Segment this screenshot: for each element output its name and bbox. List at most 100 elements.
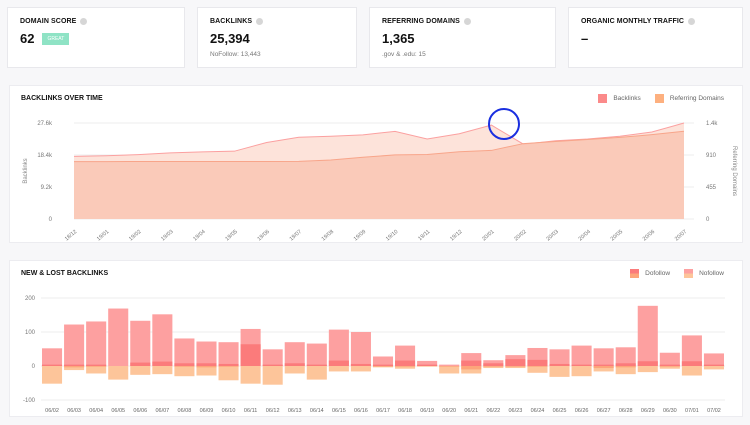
nofollow-new-bar (42, 348, 63, 366)
x-tick-label: 06/03 (67, 408, 81, 414)
panel-title: BACKLINKS OVER TIME (21, 95, 103, 102)
x-tick-label: 06/14 (310, 408, 324, 414)
dofollow-new-bar (152, 361, 173, 366)
nofollow-lost-bar (306, 366, 327, 380)
legend-backlinks[interactable]: Backlinks (598, 94, 641, 103)
legend-dofollow[interactable]: Dofollow (630, 269, 670, 278)
y-tick-label: -100 (23, 398, 36, 404)
dofollow-new-bar (461, 360, 482, 366)
x-tick-label: 18/12 (64, 229, 78, 242)
nofollow-new-bar (681, 335, 702, 366)
x-tick-label: 06/28 (619, 408, 633, 414)
dofollow-lost-bar (483, 366, 504, 367)
nofollow-lost-bar (262, 366, 283, 385)
x-tick-label: 19/07 (289, 229, 303, 242)
nofollow-new-bar (284, 342, 305, 366)
dofollow-new-bar (328, 360, 349, 366)
nofollow-new-bar (152, 314, 173, 366)
dofollow-lost-bar (86, 366, 107, 367)
y-tick-label: 200 (25, 296, 36, 302)
dofollow-new-bar (64, 364, 85, 366)
x-tick-label: 19/11 (417, 229, 431, 242)
dofollow-lost-bar (196, 366, 217, 368)
nofollow-lost-bar (152, 366, 173, 375)
y-tick-label: 27.6k (37, 121, 53, 127)
nofollow-lost-bar (174, 366, 195, 377)
nofollow-lost-bar (64, 366, 85, 371)
info-icon[interactable] (688, 18, 696, 25)
dofollow-new-bar (659, 364, 680, 366)
dofollow-new-bar (86, 364, 107, 366)
info-icon[interactable] (256, 18, 264, 25)
nofollow-new-bar (262, 349, 283, 366)
referring-domains-value: 1,365 (382, 31, 415, 46)
nofollow-new-bar (130, 320, 151, 366)
nofollow-lost-bar (461, 366, 482, 374)
nofollow-lost-bar (130, 366, 151, 375)
dofollow-new-bar (527, 359, 548, 366)
area-chart: 0 0 9.2k 455 18.4k 910 27.6k 1.4k Backlinks Refer… (23, 108, 737, 242)
x-tick-label: 06/12 (266, 408, 280, 414)
x-tick-label: 20/05 (610, 229, 624, 242)
x-tick-label: 19/02 (128, 229, 142, 242)
x-tick-label: 06/18 (398, 408, 412, 414)
nofollow-new-bar (86, 321, 107, 366)
dofollow-new-bar (240, 344, 261, 366)
bar-chart: -100 0 100 200 06/02 06/03 06/04 06/05 06/06 06/0… (23, 296, 725, 414)
dofollow-lost-bar (395, 366, 416, 367)
legend-nofollow[interactable]: Nofollow (684, 269, 724, 278)
nofollow-lost-bar (593, 366, 614, 372)
dofollow-new-bar (350, 363, 371, 366)
dofollow-lost-bar (527, 366, 548, 367)
backlinks-over-time-panel: BACKLINKS OVER TIME Backlinks Referring … (9, 85, 743, 243)
x-tick-label: 20/06 (642, 229, 656, 242)
x-tick-label: 06/19 (420, 408, 434, 414)
referring-domains-card: REFERRING DOMAINS 1,365 .gov & .edu: 15 (369, 7, 556, 68)
x-tick-label: 06/02 (45, 408, 59, 414)
dofollow-lost-bar (439, 366, 460, 367)
dofollow-lost-bar (659, 366, 680, 367)
y-tick-label: 18.4k (37, 153, 53, 159)
y2-tick-label: 455 (706, 185, 717, 191)
nofollow-lost-bar (615, 366, 636, 375)
backlinks-value: 25,394 (210, 31, 250, 46)
domain-score-card: DOMAIN SCORE 62 GREAT (7, 7, 185, 68)
dofollow-new-bar (593, 364, 614, 366)
card-title: ORGANIC MONTHLY TRAFFIC (581, 18, 685, 25)
x-tick-label: 06/07 (155, 408, 169, 414)
referring-domains-area (74, 131, 684, 219)
x-tick-label: 06/22 (486, 408, 500, 414)
x-tick-label: 19/06 (257, 229, 271, 242)
info-icon[interactable] (80, 18, 88, 25)
dofollow-lost-bar (505, 366, 526, 367)
x-tick-label: 19/12 (449, 229, 463, 242)
organic-traffic-value: – (581, 31, 589, 46)
dofollow-new-bar (637, 361, 658, 366)
dofollow-lost-bar (64, 366, 85, 368)
dofollow-new-bar (42, 364, 63, 366)
nofollow-lost-bar (571, 366, 592, 377)
dofollow-new-bar (395, 360, 416, 366)
dofollow-new-bar (681, 361, 702, 366)
nofollow-lost-bar (108, 366, 129, 380)
dofollow-new-bar (262, 364, 283, 366)
dofollow-new-bar (372, 364, 394, 366)
x-tick-label: 19/09 (353, 229, 367, 242)
info-icon[interactable] (463, 18, 471, 25)
y-tick-label: 9.2k (41, 185, 53, 191)
dofollow-new-bar (196, 363, 217, 366)
card-title: REFERRING DOMAINS (382, 18, 460, 25)
x-tick-label: 06/30 (663, 408, 677, 414)
x-tick-label: 20/01 (481, 229, 495, 242)
x-tick-label: 06/24 (531, 408, 545, 414)
x-tick-label: 06/21 (464, 408, 478, 414)
x-tick-label: 06/29 (641, 408, 655, 414)
nofollow-new-bar (593, 348, 614, 366)
x-tick-label: 06/17 (376, 408, 390, 414)
nofollow-new-bar (703, 353, 724, 366)
legend-referring-domains[interactable]: Referring Domains (654, 94, 724, 103)
dofollow-lost-bar (593, 366, 614, 369)
x-tick-label: 19/04 (192, 229, 206, 242)
backlinks-line (73, 122, 685, 157)
x-tick-label: 20/04 (578, 229, 592, 242)
